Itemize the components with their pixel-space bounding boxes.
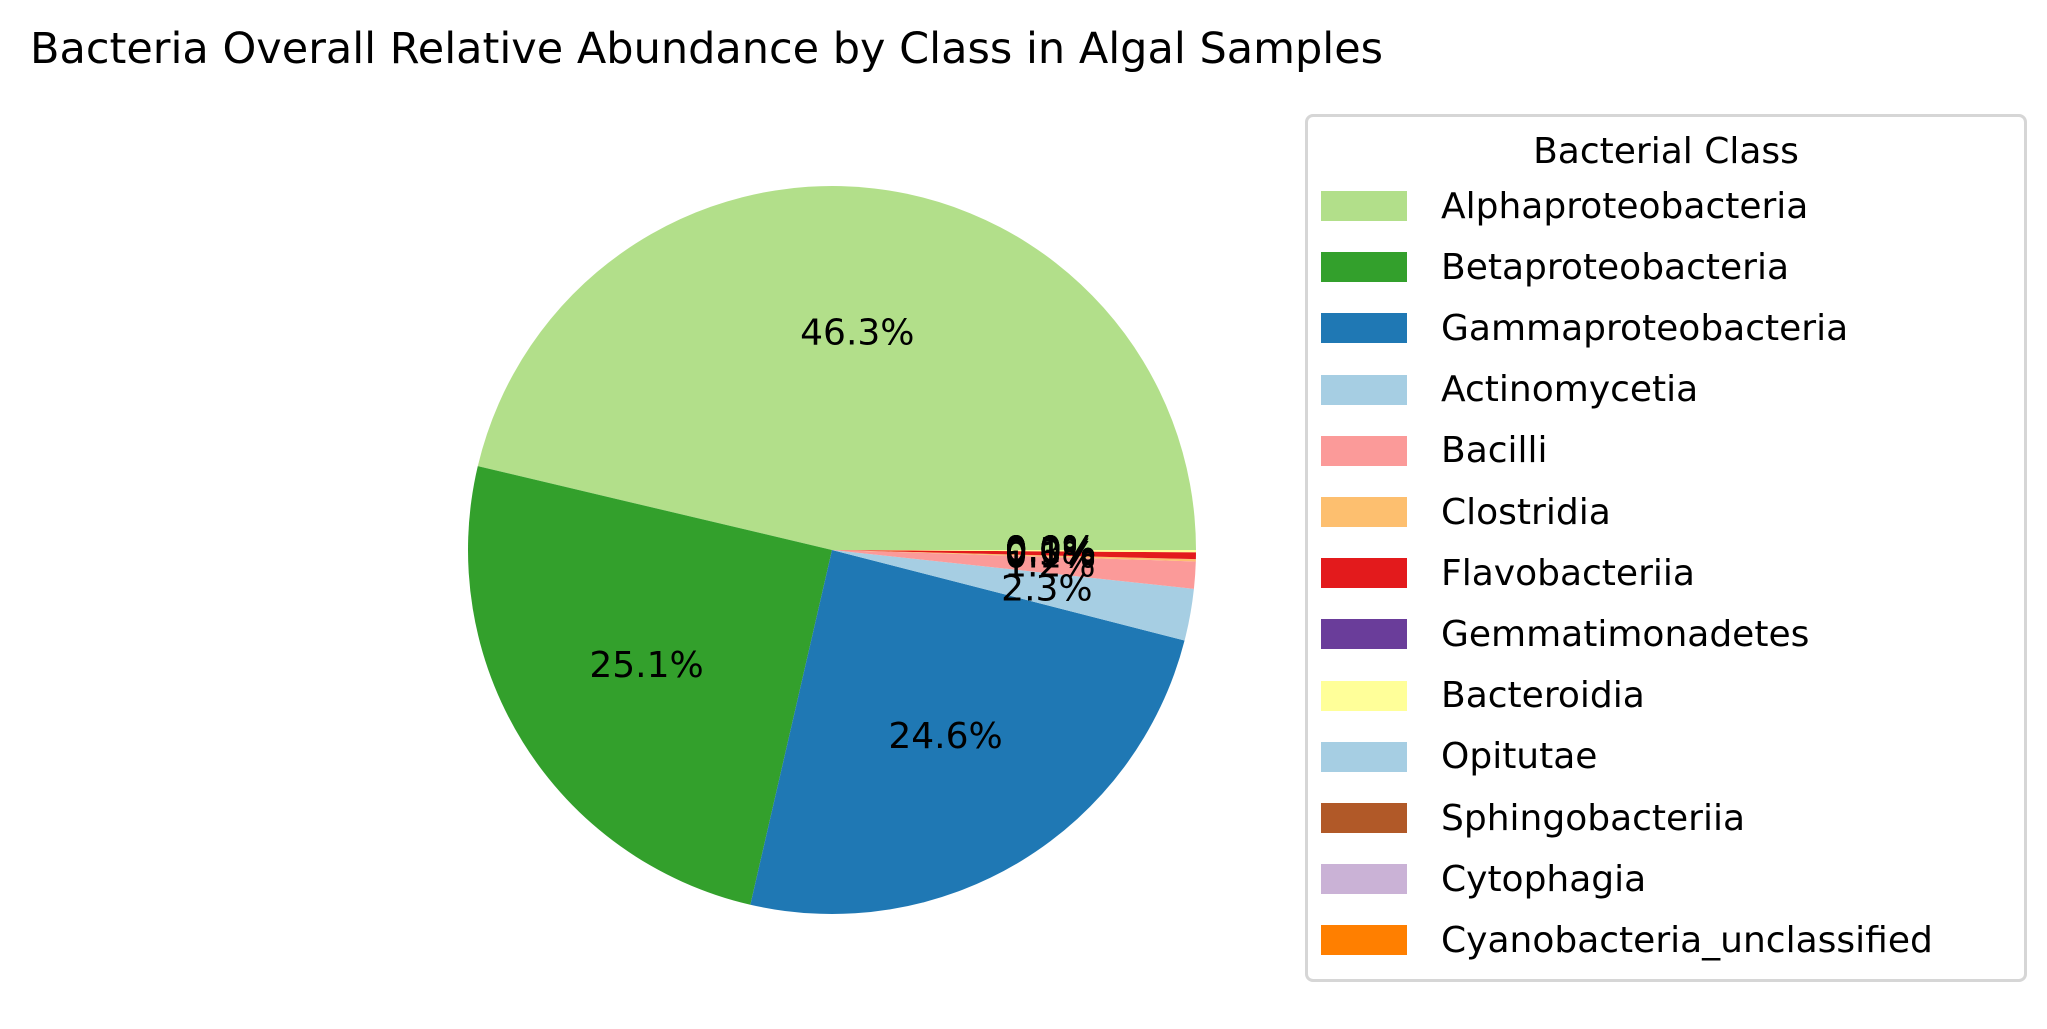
legend-label: Gammaproteobacteria	[1441, 307, 1849, 349]
legend-item-bacilli: Bacilli	[1321, 430, 1548, 472]
pct-label-clostridia: 0.1%	[1005, 536, 1096, 577]
pct-label-cytophagia: 0.0%	[1005, 530, 1096, 571]
legend-swatch	[1321, 680, 1407, 711]
legend-item-gammaproteobacteria: Gammaproteobacteria	[1321, 307, 1849, 349]
pie-slice-clostridia	[832, 550, 1196, 562]
pie-slice-flavobacteriia	[832, 550, 1196, 560]
legend-item-opitutae: Opitutae	[1321, 736, 1598, 778]
legend-item-cyanobacteria-unclassified: Cyanobacteria_unclassified	[1321, 919, 1933, 961]
pct-label-gammaproteobacteria: 24.6%	[888, 716, 1002, 757]
legend-swatch	[1321, 619, 1407, 650]
pct-label-gemmatimonadetes: 0.0%	[1005, 531, 1096, 572]
legend-item-alphaproteobacteria: Alphaproteobacteria	[1321, 185, 1809, 227]
legend-title: Bacterial Class	[1533, 131, 1799, 172]
legend-swatch	[1321, 497, 1407, 527]
legend-label: Betaproteobacteria	[1441, 246, 1790, 288]
pct-label-sphingobacteriia: 0.0%	[1005, 530, 1096, 571]
legend-swatch	[1321, 252, 1407, 283]
legend-item-actinomycetia: Actinomycetia	[1321, 369, 1699, 411]
legend-label: Gemmatimonadetes	[1441, 613, 1810, 655]
legend-label: Cyanobacteria_unclassified	[1441, 919, 1933, 961]
pie-slice-actinomycetia	[832, 550, 1194, 641]
pct-label-cyanobacteria-unclassified: 0.0%	[1005, 530, 1096, 571]
legend-swatch	[1321, 374, 1407, 405]
legend-item-betaproteobacteria: Betaproteobacteria	[1321, 246, 1790, 288]
legend-swatch	[1321, 925, 1407, 956]
legend-item-sphingobacteriia: Sphingobacteriia	[1321, 797, 1746, 839]
legend-swatch	[1321, 313, 1407, 344]
pct-label-flavobacteriia: 0.3%	[1005, 533, 1096, 574]
pct-label-actinomycetia: 2.3%	[1001, 568, 1092, 609]
pie-slice-alphaproteobacteria	[477, 186, 1197, 551]
legend-label: Bacteroidia	[1441, 675, 1645, 717]
legend-item-clostridia: Clostridia	[1321, 491, 1611, 533]
legend: Bacterial Class Alphaproteobacteria Betap…	[1305, 114, 2027, 982]
legend-label: Flavobacteriia	[1441, 552, 1695, 594]
legend-swatch	[1321, 741, 1407, 772]
legend-label: Clostridia	[1441, 491, 1611, 533]
chart-title: Bacteria Overall Relative Abundance by C…	[30, 24, 1384, 74]
pct-label-bacilli: 1.2%	[1004, 545, 1095, 586]
legend-swatch	[1321, 803, 1407, 833]
legend-swatch	[1321, 191, 1407, 221]
legend-swatch	[1321, 864, 1407, 895]
legend-label: Bacilli	[1441, 430, 1548, 472]
pct-label-opitutae: 0.0%	[1005, 530, 1096, 571]
legend-item-cytophagia: Cytophagia	[1321, 858, 1647, 900]
pct-label-betaproteobacteria: 25.1%	[589, 645, 703, 686]
pie-slice-bacteroidia	[832, 550, 1196, 553]
legend-swatch	[1321, 435, 1407, 466]
pie-slice-betaproteobacteria	[468, 466, 832, 905]
legend-label: Cytophagia	[1441, 858, 1647, 900]
pie-slice-bacilli	[832, 550, 1196, 589]
pie-slice-gemmatimonadetes	[832, 550, 1196, 553]
legend-label: Opitutae	[1441, 736, 1598, 778]
pct-label-alphaproteobacteria: 46.3%	[800, 313, 914, 354]
legend-item-bacteroidia: Bacteroidia	[1321, 675, 1645, 717]
legend-item-flavobacteriia: Flavobacteriia	[1321, 552, 1695, 594]
legend-label: Sphingobacteriia	[1441, 797, 1746, 839]
legend-item-gemmatimonadetes: Gemmatimonadetes	[1321, 613, 1810, 655]
legend-label: Actinomycetia	[1441, 369, 1699, 411]
pct-label-bacteroidia: 0.1%	[1005, 530, 1096, 571]
legend-swatch	[1321, 558, 1407, 589]
pie-slice-gammaproteobacteria	[750, 550, 1185, 915]
legend-label: Alphaproteobacteria	[1441, 185, 1809, 227]
